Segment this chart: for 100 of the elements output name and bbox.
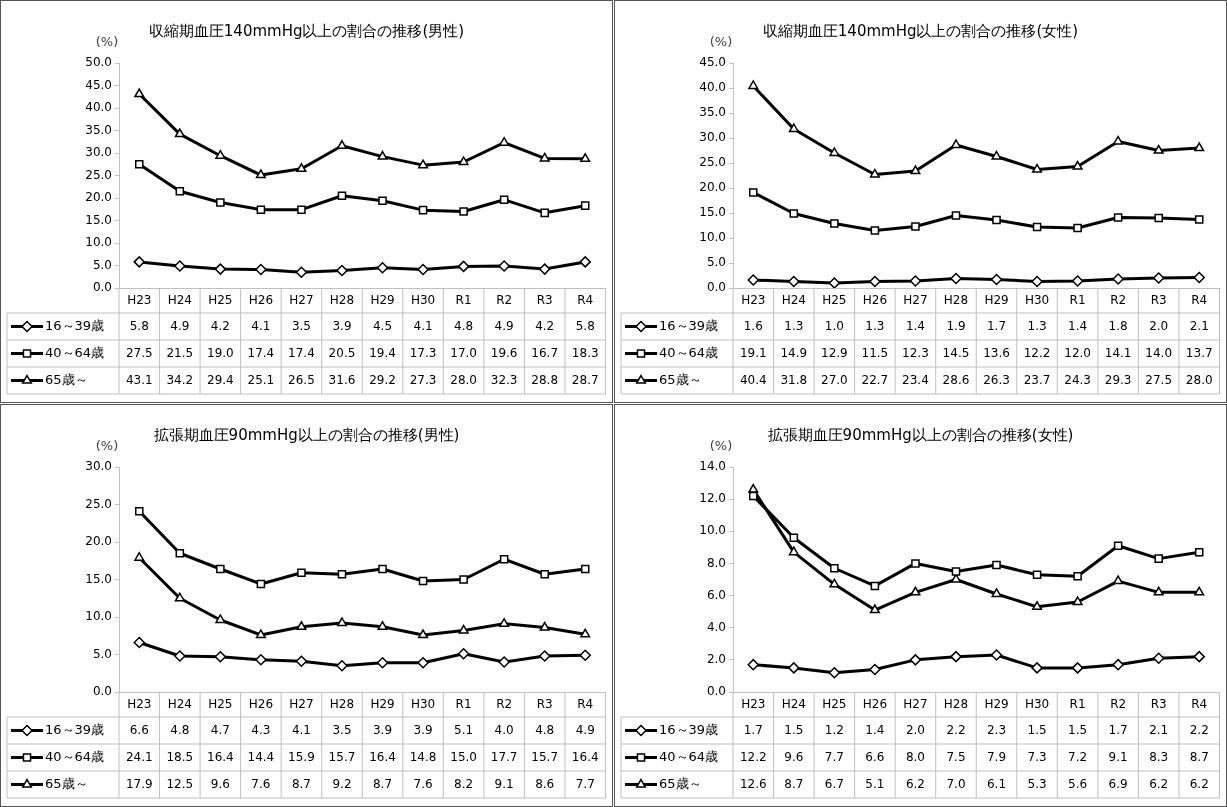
point: [869, 663, 881, 676]
point: [540, 208, 549, 218]
point: [1072, 596, 1083, 606]
legend-label: 40～64歳: [659, 748, 719, 764]
point: [1031, 662, 1043, 674]
data-label: 3.5: [332, 722, 352, 737]
point: [580, 201, 590, 210]
legend-label: 16～39歳: [45, 721, 105, 737]
x-tick-label: H29: [984, 293, 1009, 308]
point: [337, 569, 347, 579]
data-label: 7.6: [251, 776, 271, 791]
x-tick-label: R3: [536, 293, 553, 308]
point: [539, 152, 550, 162]
data-label: 1.5: [784, 722, 804, 737]
legend-label: 16～39歳: [659, 721, 719, 737]
x-tick-label: H25: [208, 697, 233, 712]
x-tick-label: H23: [127, 293, 152, 308]
point: [1153, 144, 1164, 154]
point: [869, 168, 880, 178]
point: [748, 483, 759, 493]
y-tick-label: 0.0: [706, 684, 726, 699]
point: [1031, 275, 1043, 288]
data-label: 14.4: [247, 749, 275, 764]
y-tick-label: 25.0: [85, 496, 112, 511]
point: [1031, 601, 1043, 611]
data-label: 1.9: [946, 318, 966, 333]
point: [1152, 272, 1165, 284]
point: [175, 186, 185, 196]
point: [215, 149, 226, 159]
point: [990, 273, 1003, 286]
point: [133, 256, 146, 268]
data-label: 15.7: [328, 749, 356, 764]
point: [788, 662, 800, 674]
data-label: 11.5: [861, 345, 889, 360]
data-label: 15.9: [288, 749, 315, 764]
y-tick-label: 6.0: [706, 587, 726, 602]
data-label: 8.7: [372, 776, 393, 791]
point: [1071, 275, 1084, 287]
point: [1193, 650, 1205, 663]
data-label: 23.7: [1023, 372, 1051, 387]
point: [1154, 554, 1163, 563]
data-label: 1.7: [1108, 722, 1128, 737]
x-tick-label: R1: [1069, 293, 1086, 308]
legend-label: 16～39歳: [45, 317, 105, 333]
point: [951, 211, 961, 220]
point: [174, 650, 186, 662]
point: [911, 222, 920, 231]
data-label: 7.6: [413, 776, 433, 791]
data-label: 3.5: [291, 318, 311, 333]
point: [909, 654, 922, 666]
data-label: 19.4: [369, 345, 396, 360]
point: [1071, 662, 1084, 674]
point: [950, 139, 962, 149]
point: [134, 506, 144, 516]
y-axis-title: (%): [709, 437, 733, 453]
point: [499, 554, 509, 564]
point: [417, 159, 429, 169]
data-label: 14.9: [780, 345, 808, 360]
x-tick-label: R2: [496, 697, 513, 712]
point: [828, 277, 841, 288]
x-tick-label: H24: [167, 293, 192, 308]
point: [134, 552, 145, 561]
data-label: 14.1: [1104, 345, 1132, 360]
data-label: 8.3: [1149, 749, 1169, 764]
x-tick-label: H30: [410, 697, 436, 712]
chart-title: 拡張期血圧90mmHg以上の割合の推移(女性): [767, 425, 1074, 444]
x-tick-label: R4: [1191, 293, 1208, 308]
data-label: 16.4: [571, 749, 599, 764]
x-tick-label: R4: [577, 697, 594, 712]
data-label: 6.1: [986, 776, 1007, 791]
data-label: 6.2: [1149, 776, 1169, 791]
point: [134, 159, 144, 169]
y-tick-label: 20.0: [85, 534, 112, 549]
x-tick-label: H30: [1024, 293, 1050, 308]
data-label: 18.5: [166, 749, 194, 764]
data-label: 6.6: [865, 749, 885, 764]
data-label: 34.2: [166, 372, 194, 387]
data-label: 5.6: [1068, 776, 1088, 791]
y-tick-label: 45.0: [699, 55, 726, 70]
y-tick-label: 12.0: [699, 491, 726, 506]
data-label: 1.3: [784, 318, 804, 333]
point: [336, 617, 348, 627]
point: [134, 88, 145, 98]
data-label: 7.2: [1068, 749, 1088, 764]
point: [909, 275, 922, 287]
point: [579, 649, 591, 661]
point: [788, 123, 799, 133]
y-tick-label: 14.0: [699, 459, 726, 474]
x-tick-label: H24: [167, 697, 192, 712]
point: [950, 272, 962, 285]
data-label: 4.9: [494, 318, 514, 333]
data-label: 43.1: [125, 372, 153, 387]
point: [788, 275, 800, 288]
point: [459, 207, 468, 216]
point: [174, 128, 185, 138]
data-label: 2.3: [986, 722, 1007, 737]
data-label: 13.6: [983, 345, 1010, 360]
point: [1073, 572, 1082, 581]
data-label: 16.4: [369, 749, 396, 764]
data-label: 7.7: [575, 776, 595, 791]
